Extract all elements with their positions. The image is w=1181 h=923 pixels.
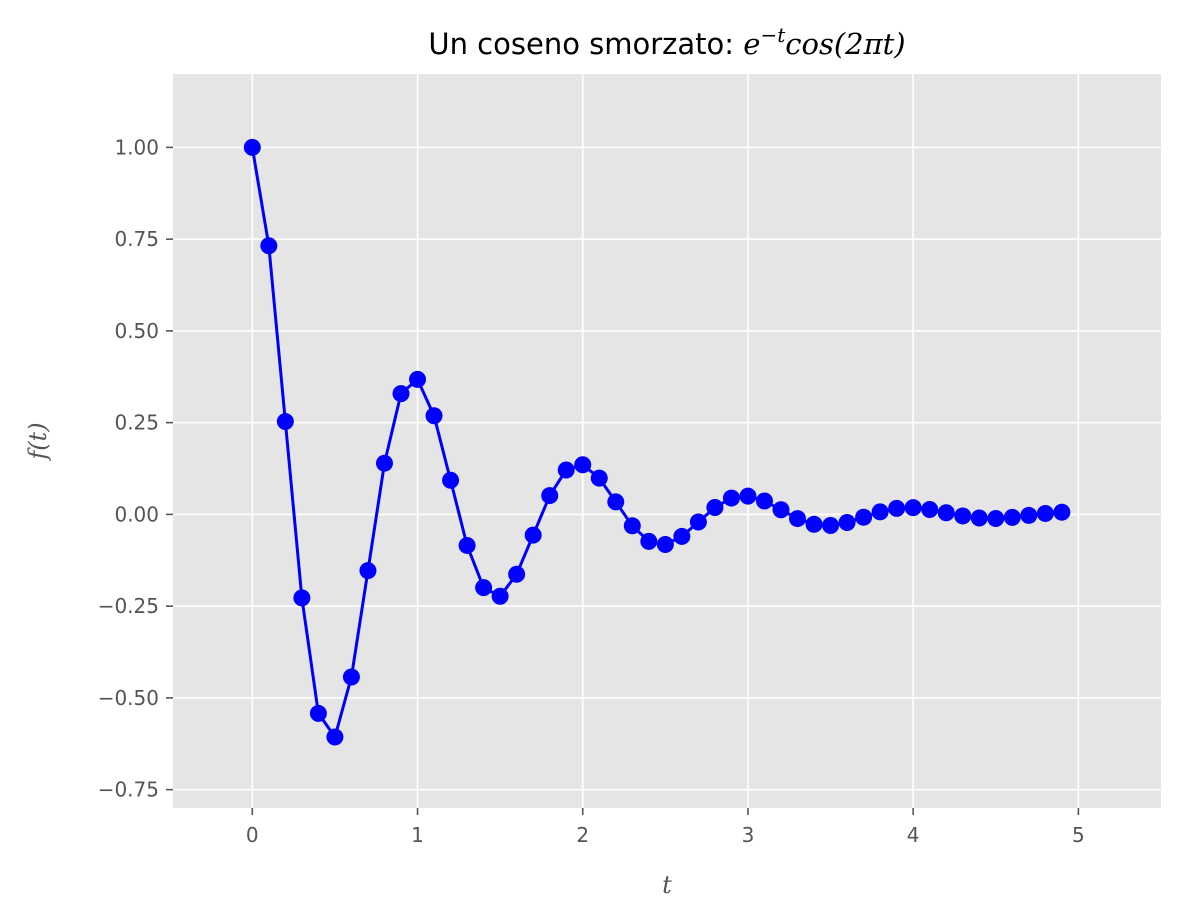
data-point	[739, 487, 757, 505]
data-point	[309, 704, 327, 722]
chart-title-math-base: e	[743, 27, 760, 61]
data-point	[392, 385, 410, 403]
data-point	[590, 469, 608, 487]
data-point	[987, 509, 1005, 527]
data-point	[326, 728, 344, 746]
data-point	[475, 579, 493, 597]
y-tick-label: −0.25	[98, 594, 159, 618]
data-point	[425, 407, 443, 425]
y-tick-label: −0.50	[98, 686, 159, 710]
data-point	[1036, 504, 1054, 522]
data-point	[871, 503, 889, 521]
chart-title-math-exponent: −t	[760, 23, 786, 47]
x-tick-label: 4	[907, 823, 920, 847]
data-point	[772, 501, 790, 519]
data-point	[656, 536, 674, 554]
data-point	[524, 526, 542, 544]
data-point	[1053, 503, 1071, 521]
chart-title: Un coseno smorzato: e−tcos(2πt)	[428, 23, 905, 61]
data-point	[409, 370, 427, 388]
data-point	[491, 587, 509, 605]
series-group	[243, 138, 1071, 746]
x-tick-label: 2	[576, 823, 589, 847]
y-tick-label: 0.75	[114, 227, 159, 251]
data-point	[722, 489, 740, 507]
y-tick-label: −0.75	[98, 778, 159, 802]
data-point	[970, 509, 988, 527]
plot-area	[173, 74, 1161, 808]
data-point	[755, 492, 773, 510]
data-point	[855, 508, 873, 526]
data-point	[574, 456, 592, 474]
y-tick-label: 0.25	[114, 411, 159, 435]
x-tick-label: 0	[246, 823, 259, 847]
data-point	[508, 565, 526, 583]
data-point	[557, 461, 575, 479]
data-point	[706, 498, 724, 516]
data-point	[888, 499, 906, 517]
data-point	[375, 454, 393, 472]
data-point	[260, 237, 278, 255]
data-point	[789, 510, 807, 528]
data-point	[541, 487, 559, 505]
x-axis-ticks: 0 1 2 3 4 5	[246, 808, 1085, 847]
data-point	[1003, 508, 1021, 526]
data-point	[359, 562, 377, 580]
data-point	[937, 504, 955, 522]
data-point	[243, 138, 261, 156]
data-point	[640, 532, 658, 550]
data-point	[954, 507, 972, 525]
data-point	[689, 513, 707, 531]
data-point	[921, 500, 939, 518]
y-axis-label: f(t)	[24, 422, 52, 461]
data-point	[607, 493, 625, 511]
data-point	[822, 516, 840, 534]
chart-title-math-tail: cos(2πt)	[785, 27, 905, 61]
data-point	[623, 517, 641, 535]
data-point	[458, 536, 476, 554]
y-axis-ticks: −0.75 −0.50 −0.25 0.00 0.25 0.50 0.75 1.00	[98, 135, 173, 802]
y-tick-label: 0.50	[114, 319, 159, 343]
data-point	[442, 471, 460, 489]
y-tick-label: 0.00	[114, 502, 159, 526]
x-tick-label: 3	[742, 823, 755, 847]
x-tick-label: 5	[1072, 823, 1085, 847]
data-point	[805, 515, 823, 533]
data-point	[293, 589, 311, 607]
data-point	[673, 527, 691, 545]
x-axis-label: t	[662, 871, 672, 899]
data-point	[904, 499, 922, 517]
y-tick-label: 1.00	[114, 135, 159, 159]
x-tick-label: 1	[411, 823, 424, 847]
data-point	[276, 413, 294, 431]
data-point	[838, 514, 856, 532]
data-point	[342, 668, 360, 686]
chart-title-text: Un coseno smorzato:	[428, 27, 743, 61]
data-point	[1020, 506, 1038, 524]
